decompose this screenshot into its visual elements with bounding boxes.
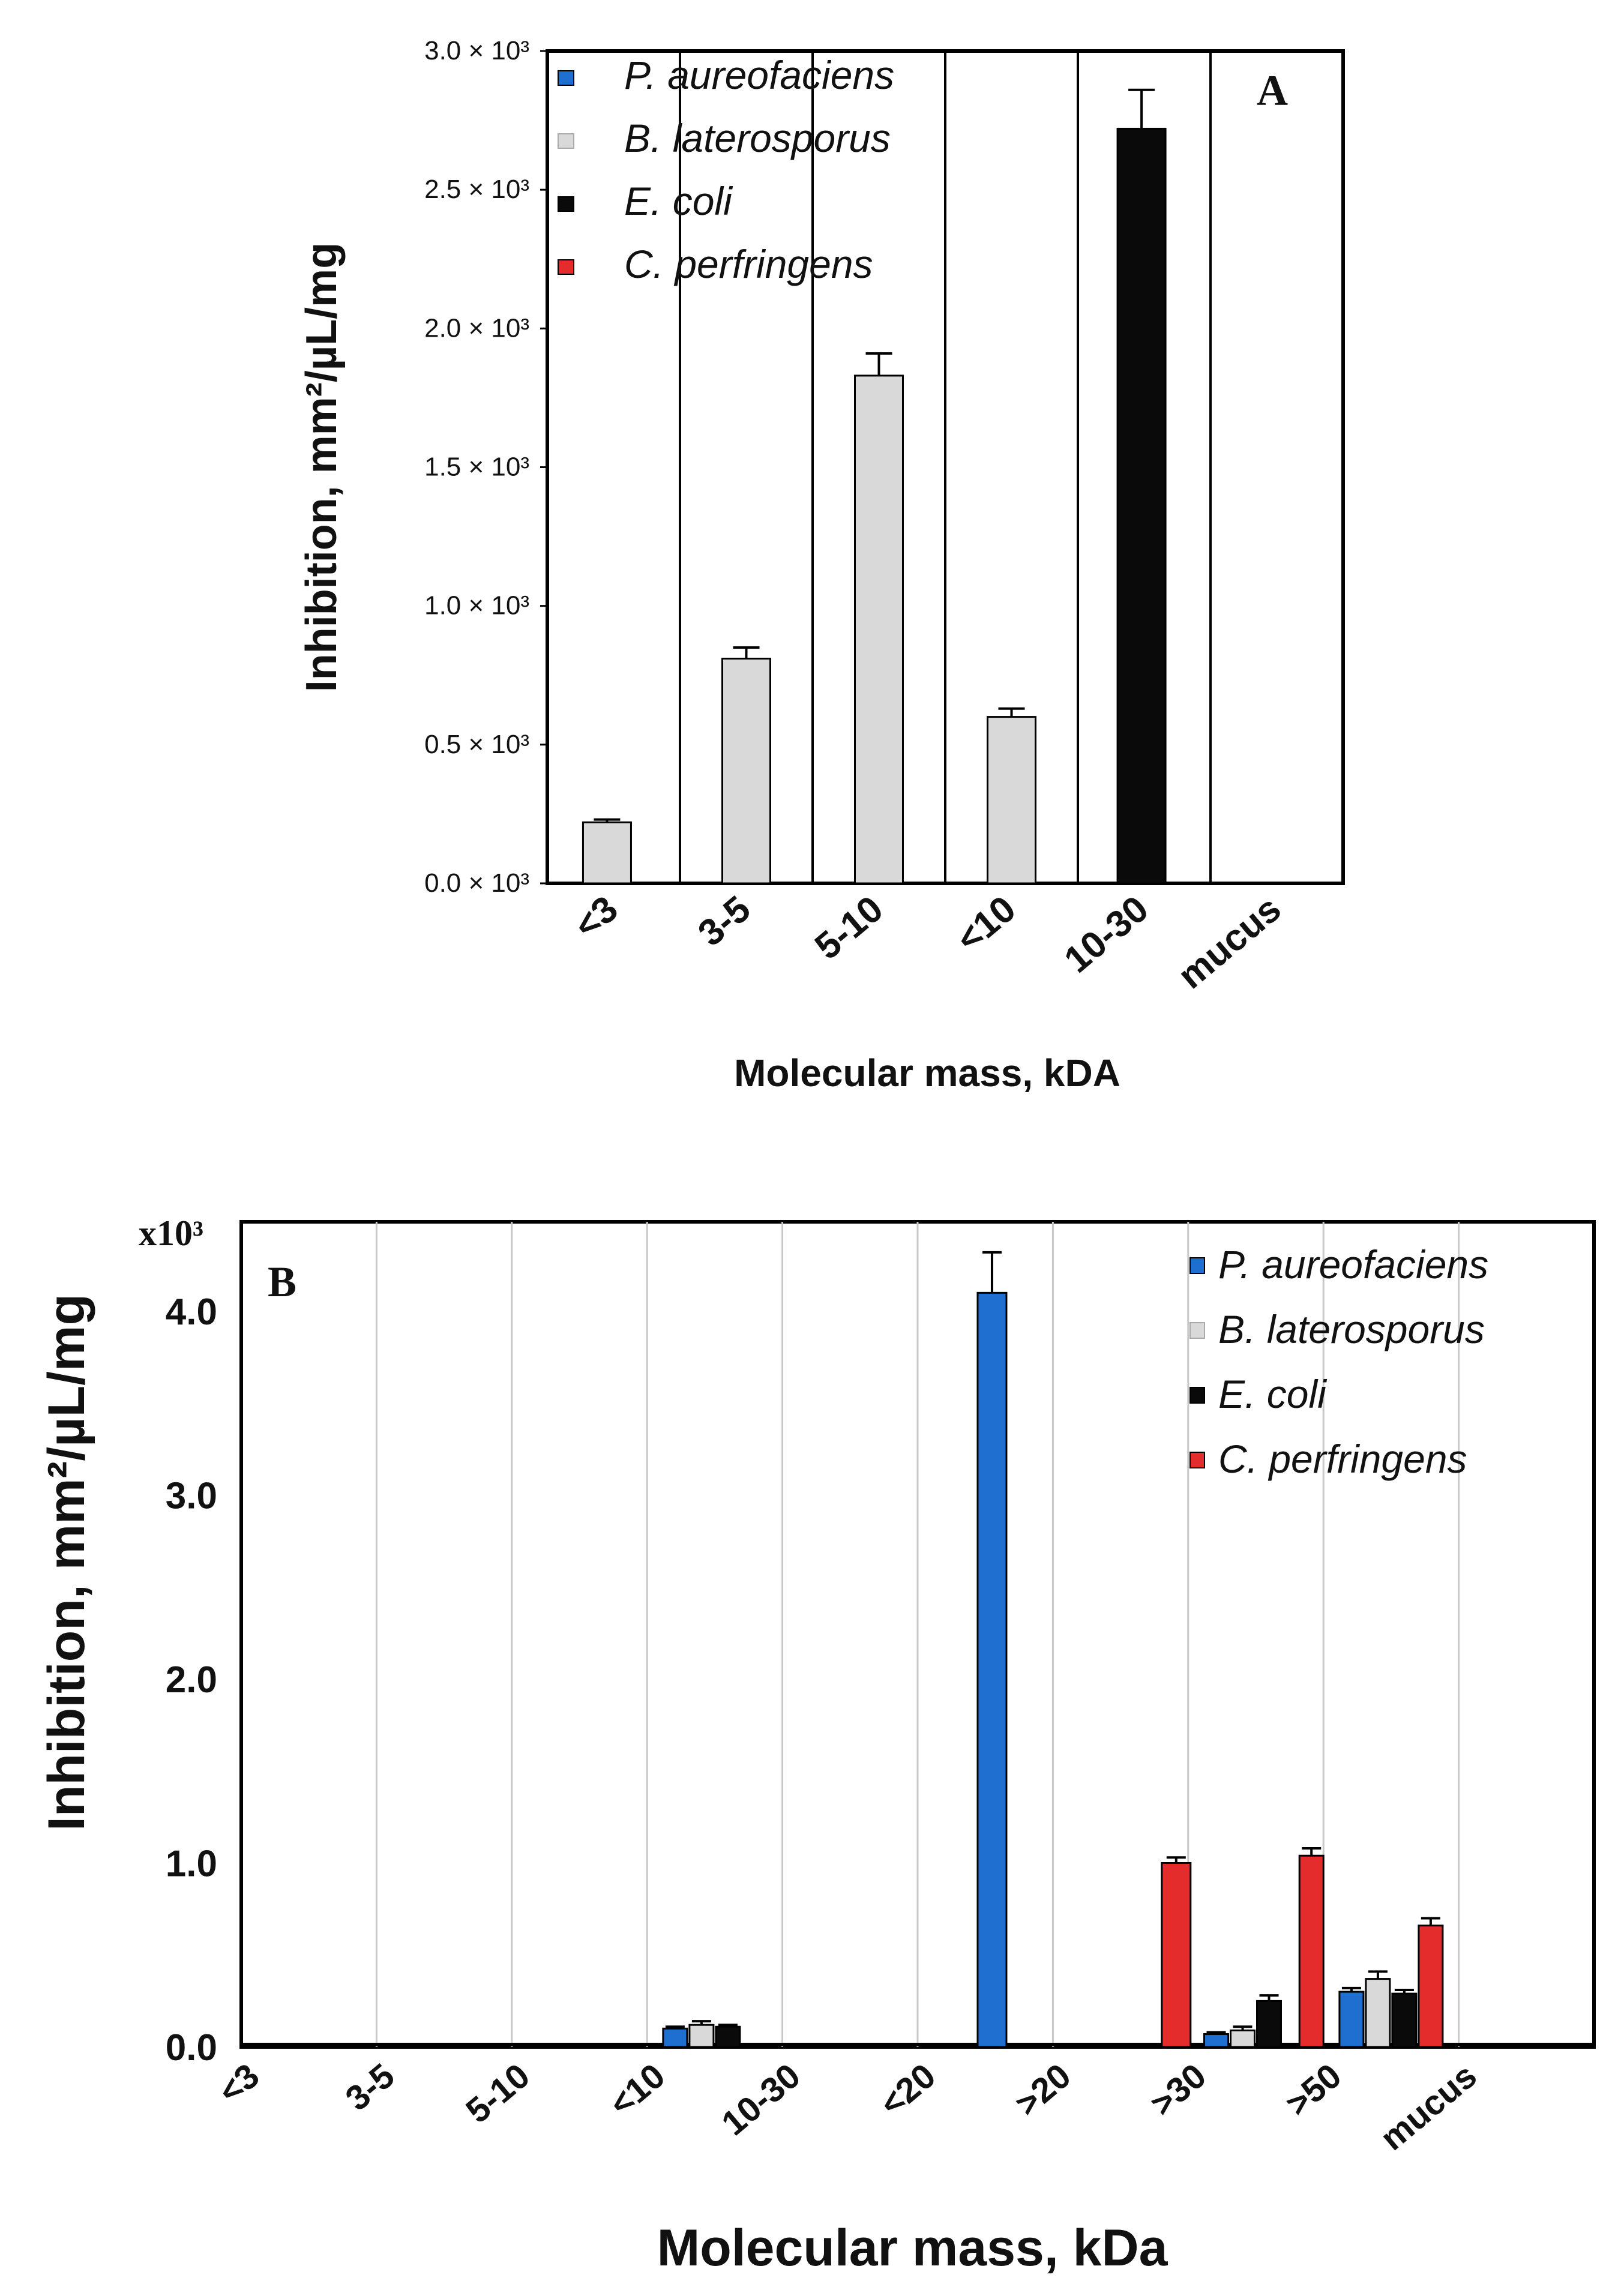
legend-swatch bbox=[1189, 1452, 1205, 1468]
bar-a bbox=[987, 716, 1036, 885]
legend-label: B. laterosporus bbox=[624, 116, 891, 160]
bar-b bbox=[1203, 2033, 1229, 2048]
legend-label: E. coli bbox=[1218, 1372, 1328, 1416]
legend-swatch bbox=[558, 196, 574, 212]
legend-swatch bbox=[558, 133, 574, 149]
bar-b bbox=[1365, 1978, 1391, 2048]
x-axis-title: Molecular mass, kDa bbox=[657, 2219, 1168, 2277]
y-tick-label: 3.0 bbox=[166, 1476, 217, 1517]
panel-label-b: B bbox=[268, 1258, 296, 1306]
y-tick-label: 1.5 × 10³ bbox=[424, 452, 529, 482]
bar-b bbox=[1230, 2029, 1256, 2048]
y-tick-label: 0.0 bbox=[166, 2027, 217, 2069]
legend-label: P. aureofaciens bbox=[624, 53, 894, 97]
bar-b bbox=[1298, 1854, 1325, 2048]
y-tick-label: 2.0 bbox=[166, 1659, 217, 1701]
bar-b bbox=[688, 2024, 715, 2048]
bar-b bbox=[1338, 1991, 1365, 2048]
bar-a bbox=[1116, 127, 1167, 885]
y-tick-label: 3.0 × 10³ bbox=[424, 36, 529, 65]
bar-a bbox=[721, 658, 771, 885]
y-tick-label: 2.5 × 10³ bbox=[424, 175, 529, 204]
legend-swatch bbox=[558, 70, 574, 86]
x-axis-title: Molecular mass, kDA bbox=[734, 1051, 1120, 1095]
bar-b bbox=[976, 1291, 1008, 2048]
bar-b bbox=[715, 2025, 741, 2048]
legend-label: P. aureofaciens bbox=[1218, 1242, 1488, 1287]
bar-b bbox=[1418, 1925, 1444, 2048]
y-tick-label: 0.5 × 10³ bbox=[424, 730, 529, 759]
legend-label: E. coli bbox=[624, 179, 733, 223]
y-tick-label: 0.0 × 10³ bbox=[424, 868, 529, 898]
panel-label-a: A bbox=[1257, 67, 1288, 115]
y-tick-label: 1.0 × 10³ bbox=[424, 591, 529, 621]
bar-a bbox=[854, 374, 904, 885]
y-tick-label: 2.0 × 10³ bbox=[424, 313, 529, 343]
y-multiplier: x10³ bbox=[139, 1213, 203, 1253]
bar-b bbox=[1256, 2000, 1282, 2048]
legend-swatch bbox=[558, 259, 574, 275]
y-axis-title: Inhibition, mm²/µL/mg bbox=[298, 242, 346, 692]
chart-a: 0.0 × 10³ 0.5 × 10³ 1.0 × 10³ 1.5 × 10³ 2.0 … bbox=[298, 36, 1345, 1095]
y-tick-label: 1.0 bbox=[166, 1844, 217, 1885]
legend-swatch bbox=[1189, 1257, 1205, 1274]
y-tick-label: 4.0 bbox=[166, 1291, 217, 1333]
bar-b bbox=[662, 2027, 688, 2048]
legend-swatch bbox=[1189, 1387, 1205, 1404]
legend-label: B. laterosporus bbox=[1218, 1307, 1485, 1351]
legend-label: C. perfringens bbox=[1218, 1437, 1467, 1481]
legend-label: C. perfringens bbox=[624, 242, 873, 286]
bar-b bbox=[1161, 1862, 1192, 2048]
legend-swatch bbox=[1189, 1322, 1205, 1339]
bar-b bbox=[1391, 1992, 1418, 2048]
y-axis-title: Inhibition, mm²/µL/mg bbox=[38, 1294, 95, 1831]
bar-a bbox=[582, 821, 632, 885]
